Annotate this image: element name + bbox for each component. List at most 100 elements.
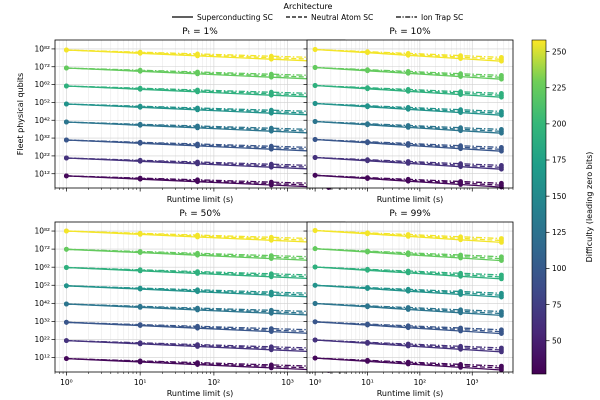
data-point: [312, 355, 318, 361]
data-point: [365, 230, 370, 236]
data-point: [312, 137, 318, 142]
x-tick-label: 10⁰: [309, 378, 322, 387]
data-point: [137, 157, 143, 163]
data-point: [312, 301, 318, 306]
data-point: [405, 323, 411, 329]
data-point: [458, 270, 463, 276]
data-point: [64, 265, 69, 270]
legend-label-neutral-atom: Neutral Atom SC: [311, 13, 373, 22]
data-point: [137, 175, 143, 181]
x-tick-label: 10²: [208, 378, 221, 387]
data-point: [405, 105, 411, 110]
data-point: [458, 89, 463, 95]
data-point: [365, 321, 370, 327]
panel-title: Pₜ = 99%: [389, 209, 431, 219]
data-point: [458, 362, 463, 367]
data-point: [64, 356, 69, 361]
data-point: [458, 71, 463, 77]
y-tick-label: 10⁵²: [34, 98, 50, 107]
data-point: [268, 344, 274, 350]
y-tick-label: 10⁶²: [34, 263, 50, 272]
panel-title: Pₜ = 10%: [389, 27, 431, 37]
legend-label-superconducting: Superconducting SC: [197, 13, 273, 22]
data-point: [499, 91, 504, 96]
data-point: [268, 362, 274, 368]
data-point: [458, 143, 463, 149]
data-point: [195, 342, 200, 347]
y-tick-label: 10⁴²: [34, 299, 50, 308]
data-point: [137, 67, 143, 73]
data-point: [137, 340, 143, 346]
data-point: [64, 173, 69, 179]
data-point: [137, 121, 143, 127]
data-point: [268, 143, 274, 149]
data-point: [137, 303, 143, 309]
data-point: [268, 326, 274, 331]
data-point: [365, 103, 370, 109]
data-point: [458, 343, 463, 349]
data-point: [499, 180, 504, 186]
panel-4: Pₜ = 99% 10⁰ 10¹ 10² 10³ Runtime limit (s): [303, 209, 514, 398]
data-point: [268, 89, 274, 95]
panel-2: Pₜ = 10% Runtime limit (s): [303, 27, 514, 204]
data-point: [312, 228, 318, 233]
data-point: [458, 53, 463, 58]
legend-label-ion-trap: Ion Trap SC: [421, 13, 463, 22]
legend-title: Architecture: [284, 2, 333, 11]
plot-frame: [306, 221, 514, 373]
data-point: [405, 123, 411, 128]
data-point: [458, 307, 463, 313]
data-point: [405, 268, 411, 274]
data-point: [458, 252, 463, 258]
data-point: [195, 51, 200, 57]
data-point: [499, 109, 504, 114]
panel-3: Pₜ = 50% 10⁰ 10¹ 10² 10³ Runtime limit (s) 10¹…: [34, 209, 346, 398]
panel-1: Pₜ = 1% Runtime limit (s) 10¹² 10²² 10³² 10⁴²…: [16, 27, 346, 204]
data-point: [499, 163, 504, 168]
data-point: [499, 290, 504, 296]
data-point: [499, 309, 504, 314]
data-point: [195, 305, 200, 311]
data-point: [458, 107, 463, 113]
x-axis-label: Runtime limit (s): [377, 389, 444, 398]
x-tick-label: 10³: [281, 378, 294, 387]
data-point: [64, 338, 69, 343]
data-point: [458, 179, 463, 184]
data-point: [405, 286, 411, 292]
data-point: [458, 325, 463, 331]
colorbar-tick-label: 125: [552, 228, 567, 237]
data-point: [64, 155, 69, 161]
data-point: [365, 175, 370, 181]
data-point: [137, 139, 143, 145]
data-point: [365, 67, 370, 73]
data-point: [268, 307, 274, 313]
data-point: [405, 51, 411, 56]
data-point: [499, 345, 504, 351]
data-point: [195, 159, 200, 165]
x-tick-label: 10⁰: [60, 378, 73, 387]
data-point: [195, 69, 200, 75]
colorbar-tick-label: 175: [552, 156, 567, 165]
data-point: [268, 71, 274, 77]
data-point: [499, 126, 504, 132]
data-point: [268, 289, 274, 295]
data-point: [405, 159, 411, 164]
data-point: [365, 49, 370, 55]
data-point: [64, 301, 69, 307]
data-point: [499, 73, 504, 78]
colorbar-tick-label: 150: [552, 192, 567, 201]
data-point: [365, 266, 370, 272]
legend: Architecture Superconducting SC Neutral …: [172, 2, 463, 22]
data-point: [312, 65, 318, 70]
x-axis-label: Runtime limit (s): [167, 389, 234, 398]
data-point: [64, 83, 69, 89]
data-point: [137, 322, 143, 327]
data-point: [195, 269, 200, 274]
data-point: [312, 282, 318, 288]
y-tick-label: 10³²: [34, 134, 50, 143]
data-point: [458, 234, 463, 240]
data-point: [195, 123, 200, 129]
data-point: [405, 87, 411, 92]
data-point: [365, 357, 370, 363]
